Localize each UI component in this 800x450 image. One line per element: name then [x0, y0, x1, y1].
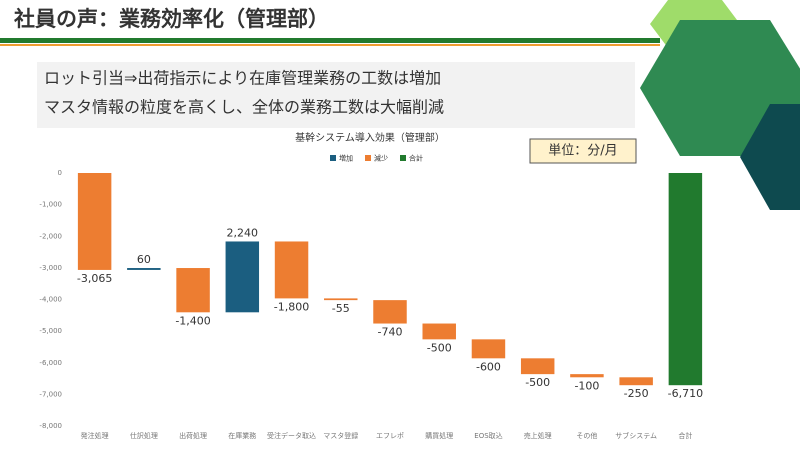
y-tick-label: -8,000 — [39, 422, 62, 430]
x-tick-label: 発注処理 — [81, 431, 109, 440]
x-tick-label: マスタ登録 — [323, 431, 358, 440]
data-label: -55 — [332, 302, 350, 315]
bar — [373, 300, 407, 324]
x-tick-label: 受注データ取込 — [267, 431, 316, 440]
data-label: -250 — [624, 387, 649, 400]
x-tick-label: EOS取込 — [474, 431, 502, 440]
unit-box — [529, 138, 637, 164]
x-tick-label: エフレポ — [376, 432, 404, 440]
unit-label: 単位：分/月 — [548, 143, 617, 159]
chart-title: 基幹システム導入効果（管理部） — [295, 131, 445, 144]
x-tick-label: 仕訳処理 — [130, 431, 158, 440]
y-tick-label: -6,000 — [39, 359, 62, 367]
bar — [422, 323, 456, 340]
y-tick-label: -3,000 — [39, 264, 62, 272]
data-label: -1,800 — [274, 300, 309, 313]
legend-label: 増加 — [339, 154, 353, 163]
note-box — [37, 62, 635, 128]
slide-title: 社員の声：業務効率化（管理部） — [13, 7, 329, 31]
bar — [127, 268, 161, 270]
x-tick-label: 出荷処理 — [179, 431, 207, 440]
data-label: -500 — [525, 376, 550, 389]
legend-swatch — [365, 155, 371, 161]
legend-swatch — [400, 155, 406, 161]
hexagon — [740, 104, 800, 210]
bar — [77, 173, 112, 270]
y-tick-label: -4,000 — [39, 296, 62, 304]
note-line: マスタ情報の粒度を高くし、全体の業務工数は大幅削減 — [44, 98, 444, 117]
x-tick-label: 在庫業務 — [228, 431, 256, 440]
bar — [619, 377, 653, 386]
bar — [520, 358, 555, 375]
data-label: -500 — [427, 341, 452, 354]
y-tick-label: -5,000 — [39, 327, 62, 335]
bar — [324, 298, 358, 301]
x-tick-label: 購買処理 — [425, 431, 453, 440]
bar — [668, 173, 703, 386]
bar — [176, 268, 210, 313]
bar — [570, 374, 604, 378]
y-tick-label: -2,000 — [39, 232, 62, 240]
data-label: -6,710 — [668, 387, 703, 400]
chart: 0 -1,000 -2,000 -3,000 -4,000 -5,000 -6,000 -7,… — [39, 154, 703, 441]
legend-swatch — [330, 155, 336, 161]
bar — [274, 241, 309, 299]
legend-label: 合計 — [409, 154, 423, 163]
data-label: -740 — [378, 326, 403, 339]
legend-label: 減少 — [374, 154, 388, 163]
data-label: 2,240 — [227, 226, 259, 239]
data-label: -100 — [574, 379, 599, 392]
title-rule — [0, 38, 660, 43]
data-label: -1,400 — [175, 314, 210, 327]
title-rule-accent — [0, 44, 660, 46]
x-tick-label: 合計 — [678, 431, 692, 440]
y-tick-label: -1,000 — [39, 201, 62, 209]
data-label: 60 — [137, 253, 151, 266]
bar — [471, 339, 506, 359]
y-tick-label: 0 — [58, 169, 62, 177]
data-label: -3,065 — [77, 272, 112, 285]
x-tick-label: サブシステム — [615, 431, 657, 440]
x-tick-label: 売上処理 — [524, 431, 552, 440]
data-label: -600 — [476, 360, 501, 373]
bar — [225, 241, 260, 313]
note-line: ロット引当⇒出荷指示により在庫管理業務の工数は増加 — [44, 69, 441, 88]
x-tick-label: その他 — [576, 431, 597, 440]
y-tick-label: -7,000 — [39, 390, 62, 398]
